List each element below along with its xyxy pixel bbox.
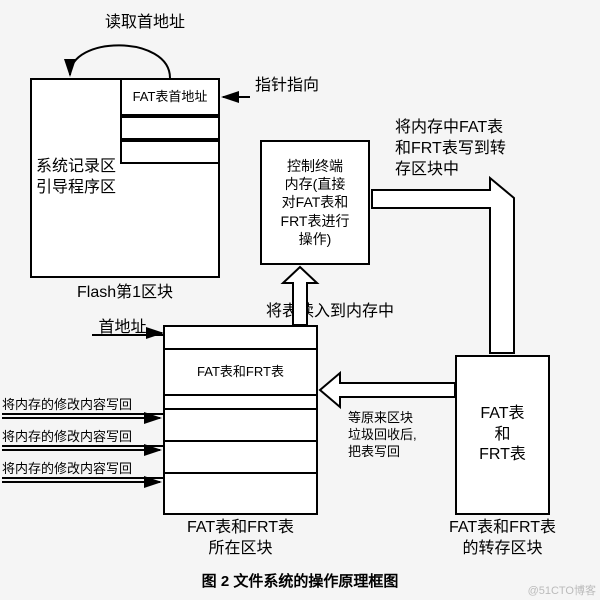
underline-m3 [2, 477, 163, 479]
transfer-block: FAT表 和 FRT表 [455, 355, 550, 515]
flash-block1-left: 系统记录区 引导程序区 [30, 78, 120, 278]
pointer-label: 指针指向 [252, 76, 322, 97]
flash-block1-row1: FAT表首地址 [120, 78, 220, 116]
writeback-label: 等原来区块 垃圾回收后, 把表写回 [348, 410, 448, 461]
fat-block-r3 [163, 472, 318, 474]
fat-block-header: FAT表和FRT表 [163, 348, 318, 396]
transfer-block-caption: FAT表和FRT表 的转存区块 [435, 518, 570, 560]
flash-block1-left-label: 系统记录区 引导程序区 [36, 157, 116, 199]
fat-head-addr-label: FAT表首地址 [133, 89, 208, 106]
ctrl-memory-box: 控制终端 内存(直接 对FAT表和 FRT表进行 操作) [260, 140, 370, 265]
flash-block1-row2 [120, 116, 220, 140]
modify-label-2: 将内存的修改内容写回 [2, 429, 167, 446]
modify-label-3: 将内存的修改内容写回 [2, 461, 167, 478]
read-table-label: 将表读入到内存中 [255, 302, 405, 323]
watermark: @51CTO博客 [528, 582, 596, 598]
figure-caption: 图 2 文件系统的操作原理框图 [0, 570, 600, 591]
fat-block-r1 [163, 408, 318, 410]
fat-block-r2 [163, 440, 318, 442]
underline-m1 [2, 413, 163, 415]
modify-label-1: 将内存的修改内容写回 [2, 397, 167, 414]
transfer-block-text: FAT表 和 FRT表 [479, 404, 526, 466]
fat-block-header-label: FAT表和FRT表 [197, 364, 284, 381]
ctrl-memory-text: 控制终端 内存(直接 对FAT表和 FRT表进行 操作) [281, 157, 350, 248]
underline-first-addr [92, 334, 163, 336]
read-addr-label: 读取首地址 [85, 13, 205, 34]
flash-block1-caption: Flash第1区块 [30, 283, 220, 304]
fat-block-caption: FAT表和FRT表 所在区块 [163, 518, 318, 560]
underline-m2 [2, 445, 163, 447]
write-fat-label: 将内存中FAT表 和FRT表写到转 存区块中 [395, 118, 525, 180]
flash-block1-row3 [120, 140, 220, 164]
